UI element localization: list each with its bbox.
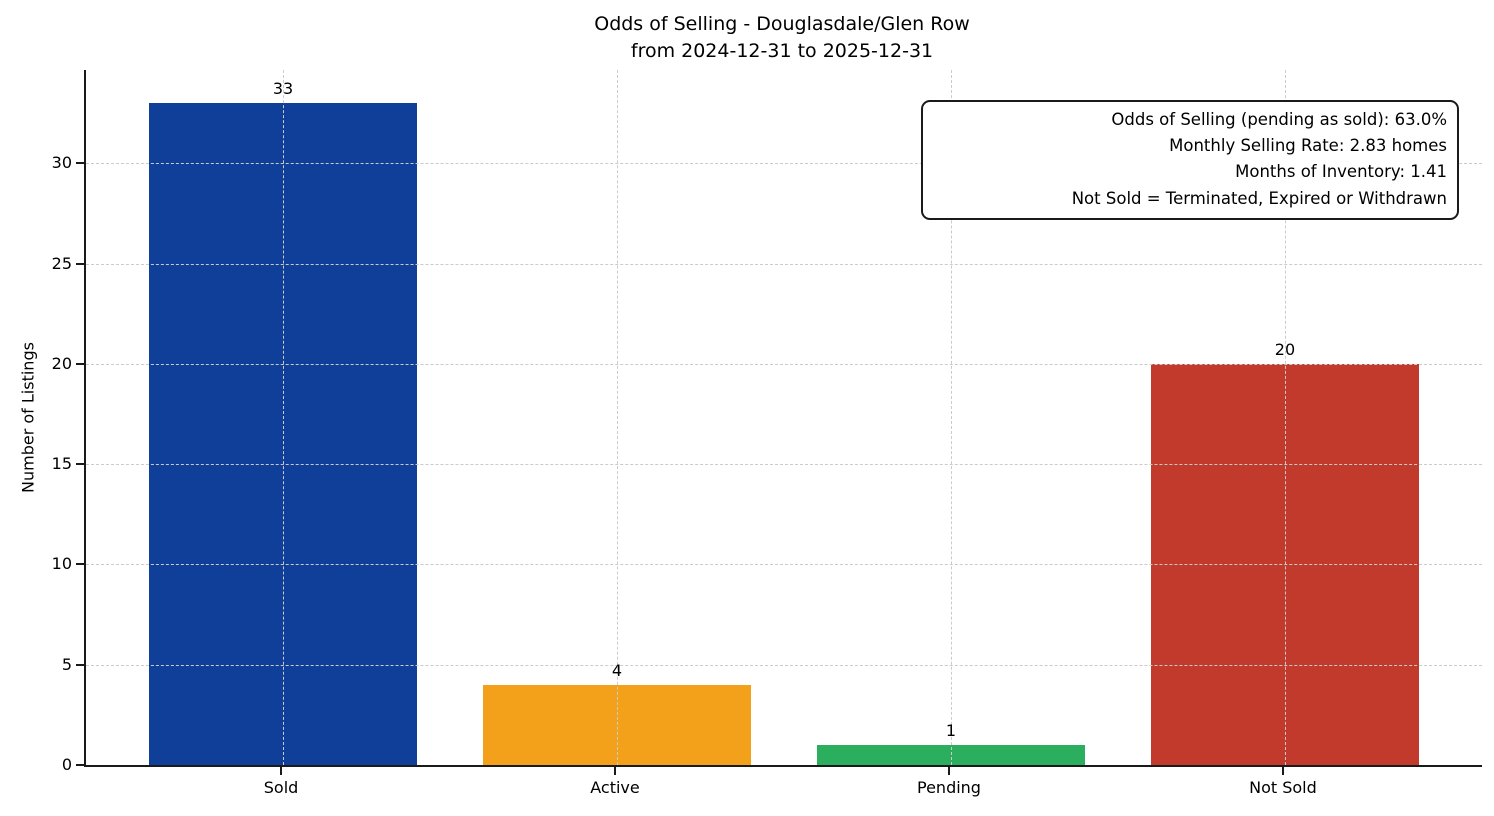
- y-tick-mark: [76, 764, 84, 766]
- h-gridline: [86, 464, 1482, 466]
- y-tick-label: 0: [61, 755, 72, 774]
- bar-value-labels-layer: 33 4 1 20: [86, 70, 1482, 765]
- bar-pending: [817, 744, 1085, 765]
- y-tick-label: 15: [51, 454, 72, 474]
- chart-title: Odds of Selling - Douglasdale/Glen Row f…: [84, 11, 1480, 65]
- bar-value-label: 20: [1274, 339, 1296, 359]
- h-gridline: [86, 363, 1482, 365]
- v-gridline: [950, 70, 952, 765]
- annotation-not-sold-definition: Not Sold = Terminated, Expired or Withdr…: [1071, 188, 1447, 208]
- x-tick-mark: [614, 767, 616, 775]
- bar-value-label: 4: [611, 660, 623, 680]
- plot-area: 33 4 1 20: [84, 70, 1482, 767]
- y-tick-mark: [76, 463, 84, 466]
- x-tick-mark: [947, 767, 950, 775]
- y-tick-label: 5: [61, 654, 72, 674]
- y-tick-mark: [76, 663, 84, 666]
- y-tick-label: 20: [51, 353, 72, 373]
- annotation-monthly-selling-rate: Monthly Selling Rate: 2.83 homes: [1169, 136, 1447, 156]
- h-gridline: [86, 664, 1482, 666]
- v-gridline: [283, 70, 285, 765]
- y-tick-mark: [76, 563, 84, 566]
- y-tick-label: 30: [51, 153, 72, 173]
- annotation-odds-of-selling: Odds of Selling (pending as sold): 63.0%: [1111, 110, 1447, 129]
- chart-title-line2: from 2024-12-31 to 2025-12-31: [630, 40, 934, 62]
- x-tick-label: Sold: [263, 778, 299, 797]
- x-tick-label: Pending: [917, 778, 981, 797]
- y-tick-label: 25: [51, 253, 72, 273]
- h-gridline: [86, 564, 1482, 566]
- h-gridline: [86, 163, 1482, 165]
- y-tick-mark: [76, 262, 84, 265]
- y-tick-mark: [76, 362, 84, 365]
- x-tick-label: Active: [590, 778, 640, 797]
- h-gridline: [86, 263, 1482, 265]
- y-tick-mark: [76, 162, 84, 165]
- y-axis-label: Number of Listings: [18, 342, 38, 493]
- stats-annotation-box: Odds of Selling (pending as sold): 63.0%…: [921, 100, 1459, 220]
- v-gridline: [1284, 70, 1286, 765]
- x-tick-mark: [1281, 767, 1284, 775]
- bar-value-label: 1: [945, 720, 957, 740]
- y-tick-label: 10: [51, 554, 72, 574]
- chart-title-line1: Odds of Selling - Douglasdale/Glen Row: [594, 13, 970, 35]
- x-tick-label: Not Sold: [1249, 778, 1317, 797]
- annotation-months-of-inventory: Months of Inventory: 1.41: [1235, 162, 1447, 182]
- bar-value-label: 33: [272, 79, 294, 99]
- grid-layer: [86, 70, 1482, 765]
- v-gridline: [617, 70, 618, 765]
- x-tick-mark: [280, 767, 283, 775]
